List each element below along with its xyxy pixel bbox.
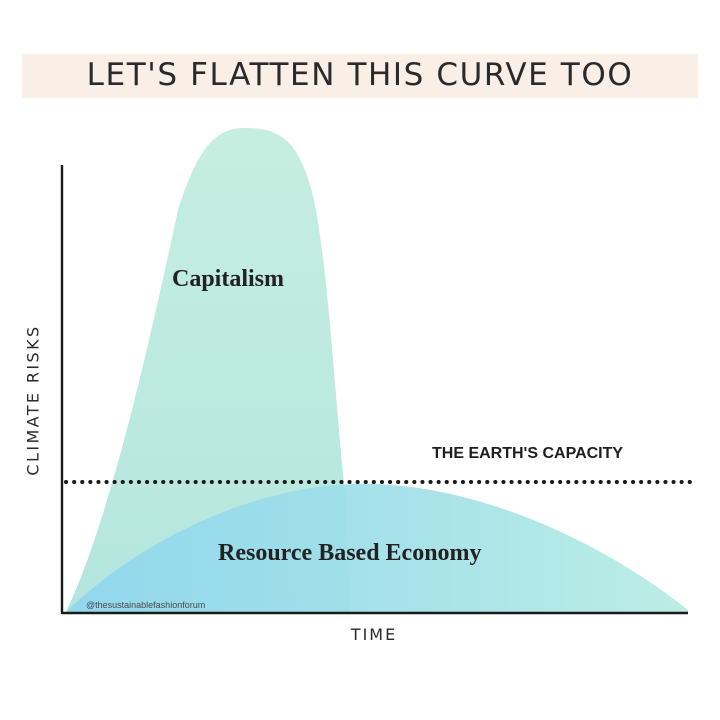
capitalism-curve: [66, 128, 350, 612]
page-title: LET'S FLATTEN THIS CURVE TOO: [86, 57, 634, 93]
earth-capacity-label: THE EARTH'S CAPACITY: [432, 445, 624, 462]
capitalism-label: Capitalism: [172, 266, 285, 292]
x-axis-label: TIME: [350, 625, 398, 644]
resource-based-economy-label: Resource Based Economy: [218, 540, 482, 566]
y-axis-label: CLIMATE RISKS: [23, 324, 43, 476]
watermark: @thesustainablefashionforum: [86, 600, 206, 610]
resource-based-economy-curve: [66, 483, 688, 612]
title-banner: [22, 54, 698, 98]
